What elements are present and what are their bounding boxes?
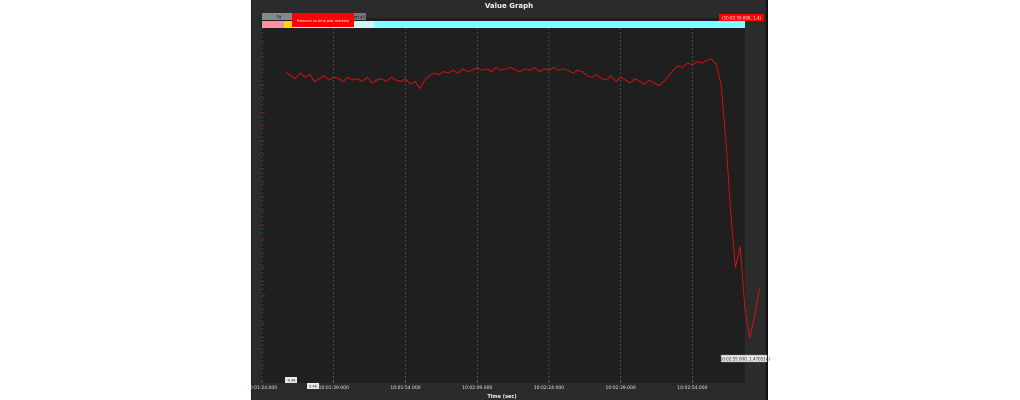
cursor-readout: (10:02:55.000, 1.470514) xyxy=(718,357,770,362)
marker-label-text: Pressure vs time plot markers xyxy=(297,19,349,23)
x-tick-label: 10:01:54.000 xyxy=(390,385,420,391)
marker-label-box xyxy=(292,13,354,27)
fit-button-label: Fit xyxy=(277,15,282,20)
series-line xyxy=(285,58,760,338)
fit-button[interactable] xyxy=(262,13,296,20)
x-axis-label: Time (sec) xyxy=(487,394,516,400)
small-tag-1 xyxy=(285,377,297,383)
top-right-readout: (10:02:59.000, 1.4) xyxy=(722,16,761,21)
window-title: Value Graph xyxy=(484,2,534,10)
y-axis-ticks xyxy=(262,41,265,367)
zoom-all-label: Zoom all xyxy=(347,15,364,20)
timeline-bar[interactable] xyxy=(262,21,745,28)
x-tick-label: 10:01:24.000 xyxy=(247,385,277,391)
small-tag-2 xyxy=(307,383,319,389)
x-tick-label: 10:01:39.000 xyxy=(319,385,349,391)
plot-area[interactable] xyxy=(261,18,745,383)
timeline-segment-pink xyxy=(262,21,284,28)
small-tag-1-text: -0.46 xyxy=(286,379,295,383)
grid xyxy=(261,28,693,380)
x-tick-label: 10:02:24.000 xyxy=(534,385,564,391)
x-tick-label: 10:02:39.000 xyxy=(606,385,636,391)
series xyxy=(285,58,760,338)
small-tag-2-text: 0.46 xyxy=(309,385,317,389)
timeline-segment-yellow xyxy=(284,21,294,28)
x-tick-label: 10:02:09.000 xyxy=(462,385,492,391)
top-right-readout-box xyxy=(719,14,764,21)
x-tick-label: 10:02:54.000 xyxy=(677,385,707,391)
value-chart: Fit Restore view Zoom all Pressure vs ti… xyxy=(247,13,770,400)
zoom-all-button[interactable] xyxy=(346,13,366,20)
value-graph-window: Value Graph Fit Restore view Zoom all Pr… xyxy=(247,0,770,400)
cursor-readout-box xyxy=(720,354,768,363)
x-axis: 10:01:24.000 10:01:39.000 10:01:54.000 10:0… xyxy=(247,380,708,391)
